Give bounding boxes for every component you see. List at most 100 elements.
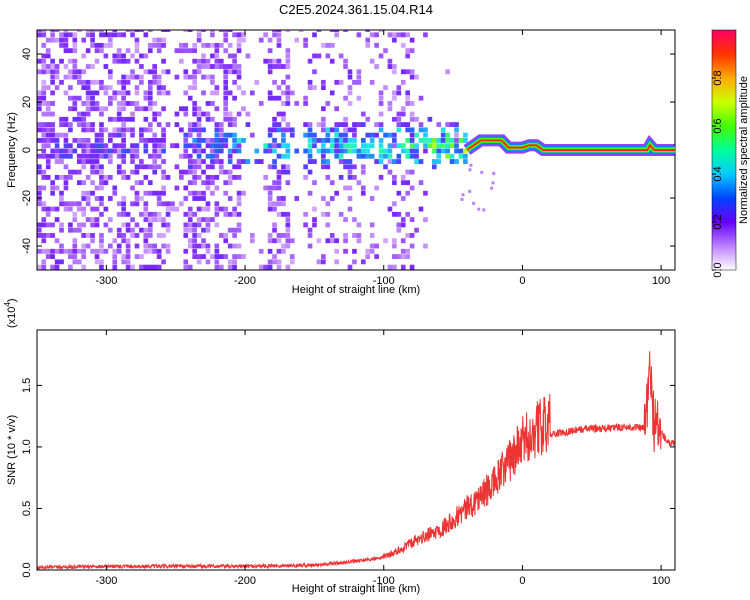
spectrogram-cell: [285, 64, 291, 69]
spectrogram-cell: [316, 53, 322, 59]
spectrogram-cell: [347, 185, 353, 191]
spectrogram-cell: [392, 64, 397, 69]
spectrogram-cell: [112, 264, 118, 270]
spectrogram-cell: [54, 206, 60, 212]
spectrogram-cell: [99, 127, 104, 133]
spectrogram-cell: [210, 159, 215, 164]
spectrogram-cell: [374, 42, 379, 48]
spectrogram-cell: [387, 153, 393, 159]
spectrogram-cell: [112, 116, 118, 122]
spectrogram-cell: [396, 111, 402, 117]
spectrogram-cell: [201, 58, 206, 64]
spectrogram-cell: [130, 111, 135, 117]
spectrogram-cell: [81, 190, 87, 196]
spectrogram-cell: [196, 138, 202, 143]
spectrogram-cell: [156, 37, 162, 43]
snr-series-line: [37, 351, 675, 570]
spectrogram-cell: [352, 217, 357, 223]
signal-trace-core: [466, 139, 675, 151]
spectrogram-cell: [196, 190, 202, 196]
spectrogram-cell: [400, 238, 406, 244]
spectrogram-cell: [130, 227, 135, 233]
spectrogram-cell: [50, 233, 55, 238]
spectrogram-cell: [121, 259, 126, 265]
spectrogram-cell: [321, 85, 326, 91]
spectrogram-cell: [458, 148, 464, 154]
spectrogram-cell: [454, 132, 459, 138]
spectrogram-cell: [325, 201, 331, 207]
spectrogram-cell: [214, 90, 220, 96]
spectrogram-cell: [272, 164, 277, 170]
spectrogram-cell: [134, 196, 140, 201]
spectrogram-cell: [307, 227, 313, 233]
spectrogram-cell: [210, 153, 215, 159]
spectrogram-cell: [152, 159, 158, 164]
y-tick-label: 0: [21, 147, 33, 153]
spectrogram-cell: [121, 138, 126, 143]
spectrogram-cell: [90, 248, 95, 254]
spectrogram-cell: [99, 111, 104, 117]
spectrogram-cell: [143, 248, 149, 254]
spectrogram-cell: [267, 201, 273, 207]
spectrogram-cell: [236, 196, 242, 201]
spectrogram-cell: [218, 127, 224, 133]
spectrogram-cell: [289, 90, 295, 96]
spectrogram-cell: [134, 58, 140, 64]
spectrogram-cell: [285, 74, 291, 80]
spectrogram-cell: [405, 254, 411, 259]
spectrogram-cell: [285, 53, 291, 59]
spectrogram-cell: [236, 37, 242, 43]
spectrogram-cell: [387, 106, 393, 112]
spectrogram-cell: [121, 90, 126, 96]
spectrogram-cell: [405, 148, 411, 154]
spectrogram-cell: [183, 148, 189, 154]
spectrogram-cell: [307, 243, 313, 249]
spectrogram-cell: [54, 174, 60, 180]
spectrogram-cell: [90, 222, 95, 228]
spectrogram-cell: [134, 30, 140, 32]
spectrogram-cell: [63, 206, 69, 212]
spectrogram-cell: [125, 174, 131, 180]
spectrogram-cell: [72, 248, 78, 254]
spectrogram-cell: [321, 153, 326, 159]
spectrogram-cell: [63, 116, 69, 122]
spectrogram-cell: [147, 190, 153, 196]
spectrogram-cell: [338, 53, 344, 59]
spectrogram-cell: [201, 148, 206, 154]
spectrogram-cell: [45, 127, 51, 133]
spectrogram-cell: [99, 48, 104, 54]
spectrogram-cell: [143, 32, 149, 38]
spectrogram-cell: [258, 37, 264, 43]
spectrogram-cell: [236, 32, 242, 38]
spectrogram-cell: [152, 116, 158, 122]
spectrogram-cell: [405, 127, 411, 133]
spectrogram-cell: [59, 79, 64, 85]
spectrogram-cell: [147, 227, 153, 233]
spectrogram-cell: [463, 148, 468, 154]
spectrogram-cell: [196, 122, 202, 127]
spectrogram-cell: [196, 153, 202, 159]
spectrogram-cell: [325, 127, 331, 133]
spectrogram-cell: [192, 174, 197, 180]
spectrogram-cell: [369, 32, 375, 38]
spectrogram-cell: [281, 90, 286, 96]
spectrogram-cell: [214, 211, 220, 217]
spectrogram-cell: [72, 95, 78, 101]
spectrogram-cell: [285, 85, 291, 91]
spectrogram-cell: [90, 238, 95, 244]
spectrogram-cell: [54, 217, 60, 223]
spectrogram-cell: [174, 206, 180, 212]
colorbar: 0.00.20.40.60.8 Normalized spectral ampl…: [711, 29, 750, 278]
spectrogram-cell: [423, 190, 428, 196]
spectrogram-cell: [223, 106, 229, 112]
spectrogram-cell: [214, 53, 220, 59]
spectrogram-cell: [54, 85, 60, 91]
spectrogram-cell: [468, 168, 472, 172]
spectrogram-cell: [307, 132, 313, 138]
spectrogram-cell: [94, 164, 100, 170]
spectrogram-cell: [90, 164, 95, 170]
spectrogram-cell: [85, 106, 91, 112]
spectrogram-cell: [103, 180, 109, 186]
spectrogram-cell: [85, 101, 91, 106]
spectrogram-cell: [236, 222, 242, 228]
